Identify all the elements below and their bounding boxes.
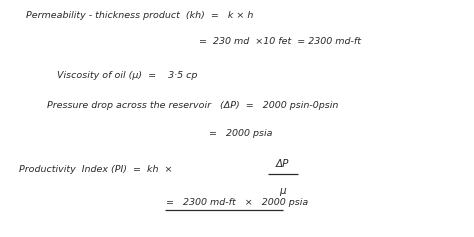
Text: =  230 md  ×10 fet  = 2300 md-ft: = 230 md ×10 fet = 2300 md-ft <box>199 37 361 46</box>
Text: μ: μ <box>279 186 285 196</box>
Text: Permeability - thickness product  (kh)  =   k × h: Permeability - thickness product (kh) = … <box>26 11 254 20</box>
Text: Viscosity of oil (μ)  =    3·5 cp: Viscosity of oil (μ) = 3·5 cp <box>57 71 197 80</box>
Text: Productivity  Index (PI)  =  kh  ×: Productivity Index (PI) = kh × <box>19 165 173 174</box>
Text: =   2000 psia: = 2000 psia <box>209 129 272 138</box>
Text: ΔP: ΔP <box>275 159 289 169</box>
Text: =   2300 md-ft   ×   2000 psia: = 2300 md-ft × 2000 psia <box>166 198 308 207</box>
Text: Pressure drop across the reservoir   (ΔP)  =   2000 psin-0psin: Pressure drop across the reservoir (ΔP) … <box>47 101 339 110</box>
